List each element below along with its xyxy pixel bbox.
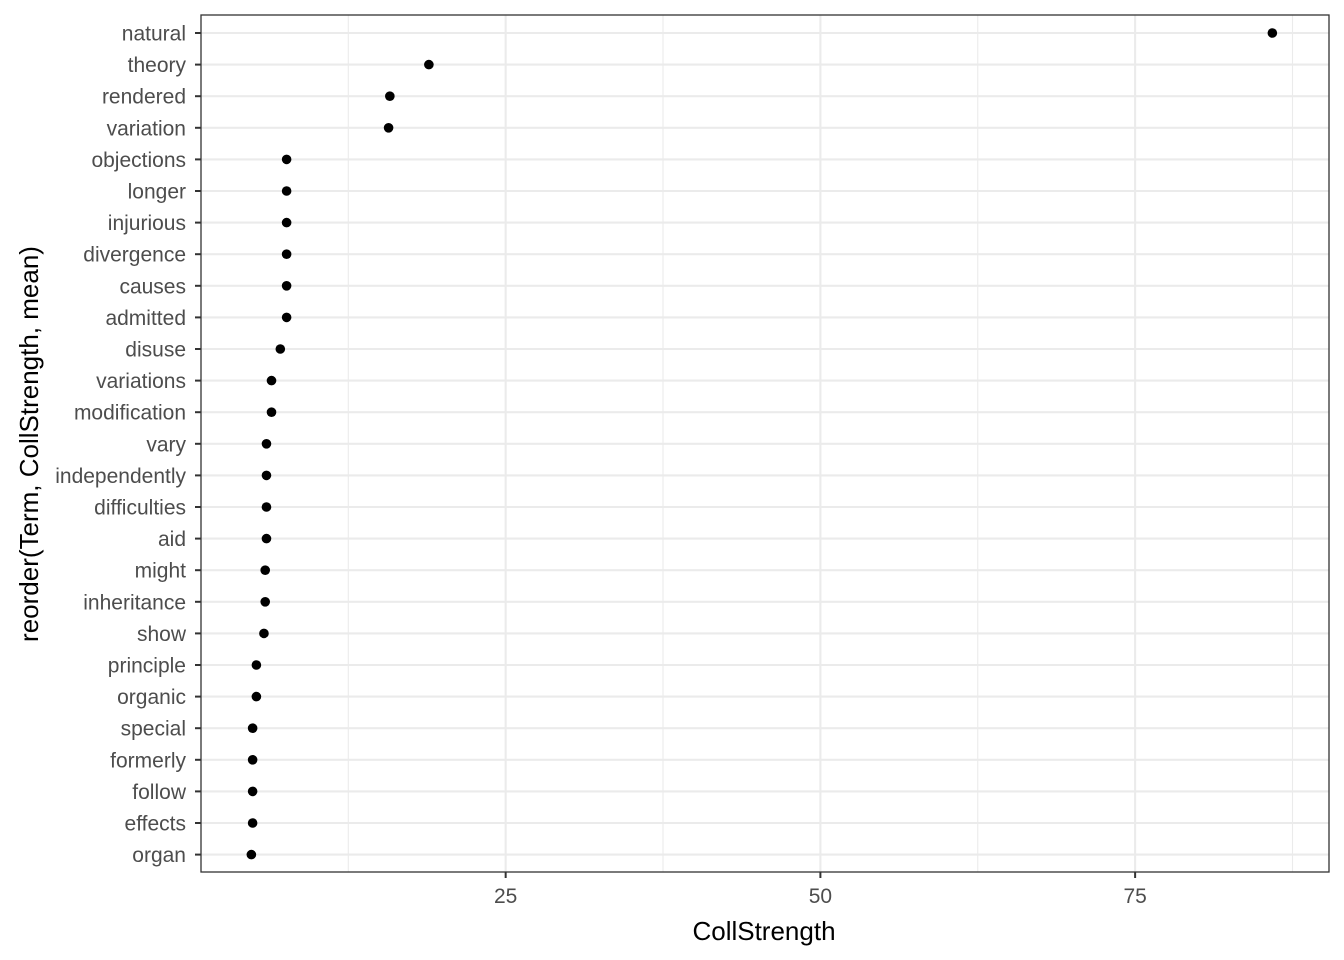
y-tick-label: difficulties bbox=[94, 497, 186, 520]
y-tick-label: rendered bbox=[102, 86, 186, 109]
data-points bbox=[246, 28, 1278, 860]
data-point bbox=[385, 91, 395, 101]
y-tick-label: causes bbox=[119, 275, 186, 298]
data-point bbox=[247, 723, 258, 733]
x-axis-ticks: 25 50 75 bbox=[494, 872, 1147, 908]
data-point bbox=[251, 660, 262, 670]
x-tick-label: 75 bbox=[1123, 885, 1146, 908]
y-tick-label: organic bbox=[117, 686, 186, 709]
major-gridlines bbox=[201, 15, 1329, 872]
y-tick-label: special bbox=[121, 718, 186, 741]
data-point bbox=[275, 344, 286, 354]
y-tick-label: principle bbox=[108, 655, 186, 678]
y-tick-label: formerly bbox=[110, 749, 186, 772]
data-point bbox=[247, 818, 258, 828]
data-point bbox=[246, 849, 257, 860]
y-tick-label: theory bbox=[128, 54, 187, 77]
data-point bbox=[281, 281, 292, 291]
data-point bbox=[261, 533, 272, 544]
data-point bbox=[261, 470, 272, 481]
y-tick-label: show bbox=[137, 623, 187, 646]
data-point bbox=[266, 375, 277, 386]
data-point bbox=[260, 565, 271, 575]
y-axis-title: reorder(Term, CollStrength, mean) bbox=[14, 246, 44, 642]
data-point bbox=[247, 786, 258, 797]
data-point bbox=[383, 123, 394, 133]
x-tick-label: 25 bbox=[494, 885, 517, 908]
data-point bbox=[281, 312, 292, 323]
data-point bbox=[281, 154, 292, 165]
data-point bbox=[281, 186, 292, 196]
y-tick-label: divergence bbox=[83, 244, 186, 267]
y-tick-label: aid bbox=[158, 528, 186, 551]
y-tick-label: injurious bbox=[108, 212, 186, 235]
y-tick-label: might bbox=[135, 560, 187, 583]
data-point bbox=[261, 502, 272, 512]
y-tick-label: inheritance bbox=[83, 591, 186, 614]
y-tick-label: modification bbox=[74, 402, 186, 425]
data-point bbox=[261, 439, 272, 449]
data-point bbox=[424, 59, 434, 70]
y-tick-label: admitted bbox=[105, 307, 186, 330]
y-tick-label: organ bbox=[132, 844, 186, 867]
x-axis-title: CollStrength bbox=[692, 916, 835, 946]
data-point bbox=[251, 691, 262, 702]
y-tick-label: natural bbox=[122, 23, 186, 46]
y-tick-label: variations bbox=[96, 370, 186, 393]
y-axis-ticks: natural theory rendered variation objections… bbox=[55, 23, 201, 867]
y-tick-label: variation bbox=[107, 117, 186, 140]
data-point bbox=[281, 217, 292, 228]
data-point bbox=[247, 755, 258, 765]
data-point bbox=[259, 628, 269, 639]
x-tick-label: 50 bbox=[809, 885, 832, 908]
y-tick-label: disuse bbox=[125, 339, 186, 362]
y-tick-label: objections bbox=[91, 149, 186, 172]
y-tick-label: vary bbox=[146, 433, 186, 456]
data-point bbox=[260, 597, 271, 607]
data-point bbox=[266, 407, 277, 418]
data-point bbox=[281, 249, 292, 259]
data-point bbox=[1267, 28, 1278, 38]
y-tick-label: effects bbox=[125, 813, 186, 836]
y-tick-label: follow bbox=[132, 781, 187, 804]
y-tick-label: independently bbox=[55, 465, 186, 488]
y-tick-label: longer bbox=[128, 181, 186, 204]
